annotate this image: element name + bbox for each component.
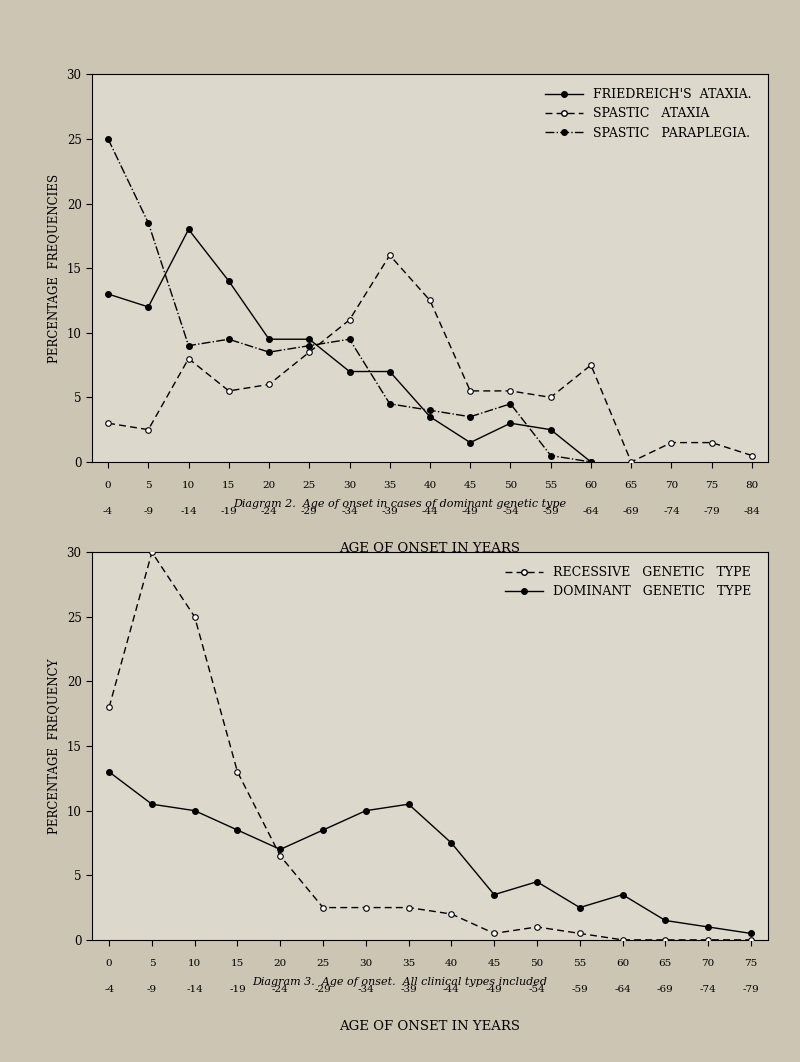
Text: 35: 35 (402, 959, 415, 969)
Text: 10: 10 (182, 481, 195, 491)
Text: 0: 0 (106, 959, 113, 969)
Text: -49: -49 (486, 986, 502, 994)
Text: -79: -79 (703, 508, 720, 516)
Text: 65: 65 (625, 481, 638, 491)
Text: 80: 80 (746, 481, 758, 491)
Text: 15: 15 (222, 481, 235, 491)
Legend: RECESSIVE   GENETIC   TYPE, DOMINANT   GENETIC   TYPE: RECESSIVE GENETIC TYPE, DOMINANT GENETIC… (502, 563, 755, 602)
Text: -9: -9 (147, 986, 157, 994)
Text: 45: 45 (487, 959, 501, 969)
Text: -19: -19 (229, 986, 246, 994)
Text: AGE OF ONSET IN YEARS: AGE OF ONSET IN YEARS (339, 542, 521, 555)
Text: 25: 25 (317, 959, 330, 969)
Text: -14: -14 (186, 986, 203, 994)
Text: 30: 30 (343, 481, 356, 491)
Text: 20: 20 (262, 481, 276, 491)
Legend: FRIEDREICH'S  ATAXIA., SPASTIC   ATAXIA, SPASTIC   PARAPLEGIA.: FRIEDREICH'S ATAXIA., SPASTIC ATAXIA, SP… (542, 85, 755, 143)
Text: -59: -59 (542, 508, 559, 516)
Text: -9: -9 (143, 508, 154, 516)
Text: -34: -34 (358, 986, 374, 994)
Text: 15: 15 (231, 959, 244, 969)
Text: -74: -74 (663, 508, 680, 516)
Text: Diagram 2.  Age of onset in cases of dominant genetic type: Diagram 2. Age of onset in cases of domi… (234, 499, 566, 509)
Text: 70: 70 (665, 481, 678, 491)
Text: -84: -84 (743, 508, 760, 516)
Text: -54: -54 (529, 986, 546, 994)
Text: 55: 55 (544, 481, 558, 491)
Text: 5: 5 (145, 481, 152, 491)
Text: -44: -44 (422, 508, 438, 516)
Text: -4: -4 (103, 508, 113, 516)
Text: 55: 55 (573, 959, 586, 969)
Text: -24: -24 (272, 986, 289, 994)
Text: -24: -24 (261, 508, 278, 516)
Text: AGE OF ONSET IN YEARS: AGE OF ONSET IN YEARS (339, 1020, 521, 1033)
Text: -14: -14 (180, 508, 197, 516)
Text: -29: -29 (301, 508, 318, 516)
Text: -44: -44 (443, 986, 460, 994)
Text: -69: -69 (623, 508, 639, 516)
Text: -49: -49 (462, 508, 478, 516)
Text: 35: 35 (383, 481, 396, 491)
Text: 75: 75 (705, 481, 718, 491)
Text: -39: -39 (382, 508, 398, 516)
Text: -19: -19 (221, 508, 237, 516)
Text: -29: -29 (314, 986, 331, 994)
Text: 50: 50 (504, 481, 517, 491)
Text: -69: -69 (657, 986, 674, 994)
Text: 25: 25 (302, 481, 316, 491)
Text: 30: 30 (359, 959, 373, 969)
Text: 40: 40 (445, 959, 458, 969)
Text: -79: -79 (742, 986, 759, 994)
Text: 50: 50 (530, 959, 543, 969)
Text: 10: 10 (188, 959, 202, 969)
Text: -34: -34 (341, 508, 358, 516)
Text: 60: 60 (616, 959, 629, 969)
Text: -54: -54 (502, 508, 519, 516)
Text: 0: 0 (105, 481, 111, 491)
Text: 45: 45 (464, 481, 477, 491)
Y-axis label: PERCENTAGE  FREQUENCY: PERCENTAGE FREQUENCY (46, 658, 60, 834)
Text: 20: 20 (274, 959, 287, 969)
Text: 5: 5 (149, 959, 155, 969)
Text: -74: -74 (700, 986, 717, 994)
Text: -4: -4 (104, 986, 114, 994)
Text: 65: 65 (658, 959, 672, 969)
Text: -59: -59 (571, 986, 588, 994)
Text: -39: -39 (400, 986, 417, 994)
Text: -64: -64 (614, 986, 631, 994)
Text: 60: 60 (584, 481, 598, 491)
Text: Diagram 3.  Age of onset.  All clinical types included: Diagram 3. Age of onset. All clinical ty… (253, 977, 547, 987)
Text: -64: -64 (582, 508, 599, 516)
Text: 75: 75 (744, 959, 758, 969)
Y-axis label: PERCENTAGE  FREQUENCIES: PERCENTAGE FREQUENCIES (46, 173, 60, 363)
Text: 40: 40 (423, 481, 437, 491)
Text: 70: 70 (702, 959, 714, 969)
